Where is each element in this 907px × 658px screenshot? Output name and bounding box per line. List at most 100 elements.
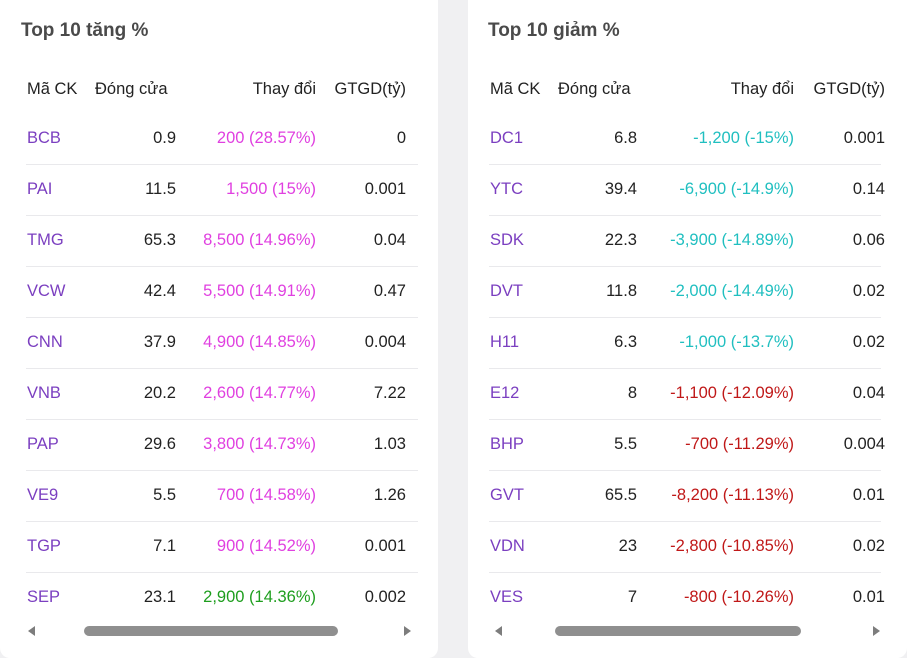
top-losers-panel: Top 10 giảm % Mã CK Đóng cửa Thay đổi GT… xyxy=(468,0,907,658)
stock-symbol-link[interactable]: BHP xyxy=(490,435,524,453)
price-change: 2,600 (14.77%) xyxy=(203,384,316,402)
stock-symbol-link[interactable]: VES xyxy=(490,588,524,606)
table-row[interactable]: E12 8 -1,100 (-12.09%) 0.04 xyxy=(489,368,885,420)
trading-value: 0.47 xyxy=(373,282,406,300)
trading-value: 0.01 xyxy=(852,486,885,504)
table-row[interactable]: CNN 37.9 4,900 (14.85%) 0.004 xyxy=(26,317,418,369)
table-row[interactable]: TGP 7.1 900 (14.52%) 0.001 xyxy=(26,521,418,573)
col-header-symbol[interactable]: Mã CK xyxy=(490,80,541,98)
top-gainers-panel: Top 10 tăng % Mã CK Đóng cửa Thay đổi GT… xyxy=(0,0,438,658)
close-price: 20.2 xyxy=(143,384,176,402)
gainers-horizontal-scrollbar[interactable] xyxy=(28,620,412,642)
table-row[interactable]: YTC 39.4 -6,900 (-14.9%) 0.14 xyxy=(489,164,885,216)
table-row[interactable]: GVT 65.5 -8,200 (-11.13%) 0.01 xyxy=(489,470,885,522)
trading-value: 0.06 xyxy=(852,231,885,249)
price-change: 1,500 (15%) xyxy=(226,180,316,198)
col-header-close[interactable]: Đóng cửa xyxy=(95,80,168,98)
table-row[interactable]: DVT 11.8 -2,000 (-14.49%) 0.02 xyxy=(489,266,885,318)
close-price: 5.5 xyxy=(614,435,637,453)
table-row[interactable]: VCW 42.4 5,500 (14.91%) 0.47 xyxy=(26,266,418,318)
trading-value: 0.001 xyxy=(843,129,885,147)
table-row[interactable]: DC1 6.8 -1,200 (-15%) 0.001 xyxy=(489,113,885,165)
close-price: 23 xyxy=(618,537,637,555)
col-header-value[interactable]: GTGD(tỷ) xyxy=(334,80,407,98)
price-change: 3,800 (14.73%) xyxy=(203,435,316,453)
col-header-close[interactable]: Đóng cửa xyxy=(558,80,631,98)
stock-symbol-link[interactable]: VCW xyxy=(27,282,66,300)
table-row[interactable]: VNB 20.2 2,600 (14.77%) 7.22 xyxy=(26,368,418,420)
stock-symbol-link[interactable]: VE9 xyxy=(27,486,59,504)
price-change: -700 (-11.29%) xyxy=(685,435,794,453)
close-price: 5.5 xyxy=(153,486,176,504)
trading-value: 0.02 xyxy=(852,333,885,351)
stock-symbol-link[interactable]: PAP xyxy=(27,435,59,453)
stock-symbol-link[interactable]: SEP xyxy=(27,588,61,606)
col-header-change[interactable]: Thay đổi xyxy=(730,80,794,98)
scroll-right-arrow-icon[interactable] xyxy=(873,626,880,636)
trading-value: 0.004 xyxy=(843,435,885,453)
losers-horizontal-scrollbar[interactable] xyxy=(495,620,881,642)
stock-symbol-link[interactable]: E12 xyxy=(490,384,520,402)
price-change: -2,800 (-10.85%) xyxy=(670,537,794,555)
scroll-right-arrow-icon[interactable] xyxy=(404,626,411,636)
price-change: -1,000 (-13.7%) xyxy=(679,333,794,351)
price-change: -3,900 (-14.89%) xyxy=(670,231,794,249)
trading-value: 0.001 xyxy=(364,537,406,555)
table-row[interactable]: PAI 11.5 1,500 (15%) 0.001 xyxy=(26,164,418,216)
price-change: 900 (14.52%) xyxy=(216,537,316,555)
trading-value: 1.03 xyxy=(373,435,406,453)
trading-value: 0.04 xyxy=(373,231,406,249)
price-change: -6,900 (-14.9%) xyxy=(679,180,794,198)
table-row[interactable]: VES 7 -800 (-10.26%) 0.01 xyxy=(489,572,885,623)
close-price: 29.6 xyxy=(143,435,176,453)
stock-symbol-link[interactable]: SDK xyxy=(490,231,524,249)
scrollbar-thumb[interactable] xyxy=(555,626,801,636)
losers-title: Top 10 giảm % xyxy=(488,20,620,41)
table-row[interactable]: H11 6.3 -1,000 (-13.7%) 0.02 xyxy=(489,317,885,369)
trading-value: 7.22 xyxy=(373,384,406,402)
close-price: 8 xyxy=(627,384,637,402)
close-price: 22.3 xyxy=(604,231,637,249)
gainers-title: Top 10 tăng % xyxy=(21,20,149,41)
table-row[interactable]: PAP 29.6 3,800 (14.73%) 1.03 xyxy=(26,419,418,471)
scroll-left-arrow-icon[interactable] xyxy=(28,626,35,636)
stock-symbol-link[interactable]: BCB xyxy=(27,129,61,147)
col-header-value[interactable]: GTGD(tỷ) xyxy=(813,80,886,98)
stock-symbol-link[interactable]: VDN xyxy=(490,537,525,555)
stock-symbol-link[interactable]: VNB xyxy=(27,384,61,402)
stock-symbol-link[interactable]: GVT xyxy=(490,486,524,504)
trading-value: 0.001 xyxy=(364,180,406,198)
table-row[interactable]: TMG 65.3 8,500 (14.96%) 0.04 xyxy=(26,215,418,267)
table-row[interactable]: VE9 5.5 700 (14.58%) 1.26 xyxy=(26,470,418,522)
col-header-change[interactable]: Thay đổi xyxy=(252,80,316,98)
stock-symbol-link[interactable]: PAI xyxy=(27,180,53,198)
trading-value: 0.04 xyxy=(852,384,885,402)
stock-symbol-link[interactable]: TMG xyxy=(27,231,64,249)
stock-symbol-link[interactable]: H11 xyxy=(490,333,520,351)
close-price: 39.4 xyxy=(604,180,637,198)
col-header-symbol[interactable]: Mã CK xyxy=(27,80,78,98)
scroll-left-arrow-icon[interactable] xyxy=(495,626,502,636)
price-change: 200 (28.57%) xyxy=(216,129,316,147)
stock-symbol-link[interactable]: CNN xyxy=(27,333,63,351)
stock-symbol-link[interactable]: YTC xyxy=(490,180,523,198)
table-row[interactable]: VDN 23 -2,800 (-10.85%) 0.02 xyxy=(489,521,885,573)
close-price: 7.1 xyxy=(153,537,176,555)
table-row[interactable]: SDK 22.3 -3,900 (-14.89%) 0.06 xyxy=(489,215,885,267)
table-row[interactable]: BCB 0.9 200 (28.57%) 0 xyxy=(26,113,418,165)
close-price: 6.8 xyxy=(614,129,637,147)
price-change: -8,200 (-11.13%) xyxy=(671,486,794,504)
table-row[interactable]: SEP 23.1 2,900 (14.36%) 0.002 xyxy=(26,572,418,623)
stock-symbol-link[interactable]: DVT xyxy=(490,282,523,300)
close-price: 42.4 xyxy=(143,282,176,300)
trading-value: 0 xyxy=(396,129,406,147)
price-change: 2,900 (14.36%) xyxy=(203,588,316,606)
close-price: 23.1 xyxy=(143,588,176,606)
scrollbar-thumb[interactable] xyxy=(84,626,338,636)
trading-value: 1.26 xyxy=(373,486,406,504)
stock-symbol-link[interactable]: DC1 xyxy=(490,129,524,147)
stock-symbol-link[interactable]: TGP xyxy=(27,537,61,555)
table-row[interactable]: BHP 5.5 -700 (-11.29%) 0.004 xyxy=(489,419,885,471)
close-price: 65.3 xyxy=(143,231,176,249)
price-change: 8,500 (14.96%) xyxy=(203,231,316,249)
